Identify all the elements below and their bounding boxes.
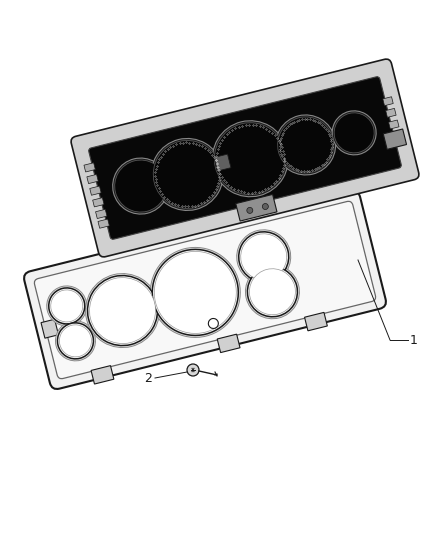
Circle shape	[113, 158, 169, 214]
Bar	[392, 132, 402, 141]
Bar	[383, 129, 406, 149]
Bar	[389, 120, 399, 129]
Bar	[84, 163, 95, 172]
Circle shape	[88, 276, 158, 345]
Circle shape	[245, 265, 300, 319]
Circle shape	[212, 121, 288, 197]
Bar	[214, 154, 231, 171]
Bar	[304, 312, 327, 331]
Circle shape	[115, 160, 167, 212]
Bar	[236, 195, 277, 221]
Circle shape	[151, 139, 223, 211]
Circle shape	[276, 115, 336, 175]
Circle shape	[241, 234, 287, 280]
FancyBboxPatch shape	[88, 77, 401, 239]
Circle shape	[57, 323, 93, 359]
Circle shape	[278, 117, 334, 173]
Bar	[95, 209, 107, 219]
Circle shape	[237, 230, 291, 284]
Bar	[93, 198, 104, 207]
Circle shape	[239, 232, 289, 282]
FancyBboxPatch shape	[34, 201, 376, 378]
FancyBboxPatch shape	[24, 191, 386, 389]
Text: 2: 2	[144, 373, 152, 385]
Circle shape	[47, 286, 87, 326]
Bar	[87, 174, 98, 183]
Circle shape	[60, 325, 92, 357]
Bar	[217, 334, 240, 353]
Bar	[90, 186, 101, 195]
Circle shape	[85, 273, 159, 348]
Circle shape	[214, 123, 286, 195]
Circle shape	[153, 141, 221, 208]
Circle shape	[247, 207, 253, 213]
Bar	[386, 108, 396, 117]
Circle shape	[51, 290, 83, 322]
Circle shape	[56, 321, 95, 361]
Circle shape	[187, 364, 199, 376]
Circle shape	[332, 111, 376, 155]
Circle shape	[152, 249, 238, 335]
Circle shape	[49, 288, 85, 324]
Circle shape	[208, 319, 219, 328]
Circle shape	[89, 278, 155, 344]
Circle shape	[262, 204, 268, 209]
Circle shape	[154, 252, 236, 334]
FancyBboxPatch shape	[71, 59, 419, 257]
Bar	[91, 366, 114, 384]
Circle shape	[247, 266, 297, 317]
Bar	[41, 319, 59, 338]
Circle shape	[334, 113, 374, 153]
Bar	[383, 96, 393, 106]
Text: 1: 1	[410, 334, 418, 346]
Bar	[98, 219, 110, 228]
Circle shape	[249, 269, 295, 315]
Circle shape	[150, 247, 240, 337]
